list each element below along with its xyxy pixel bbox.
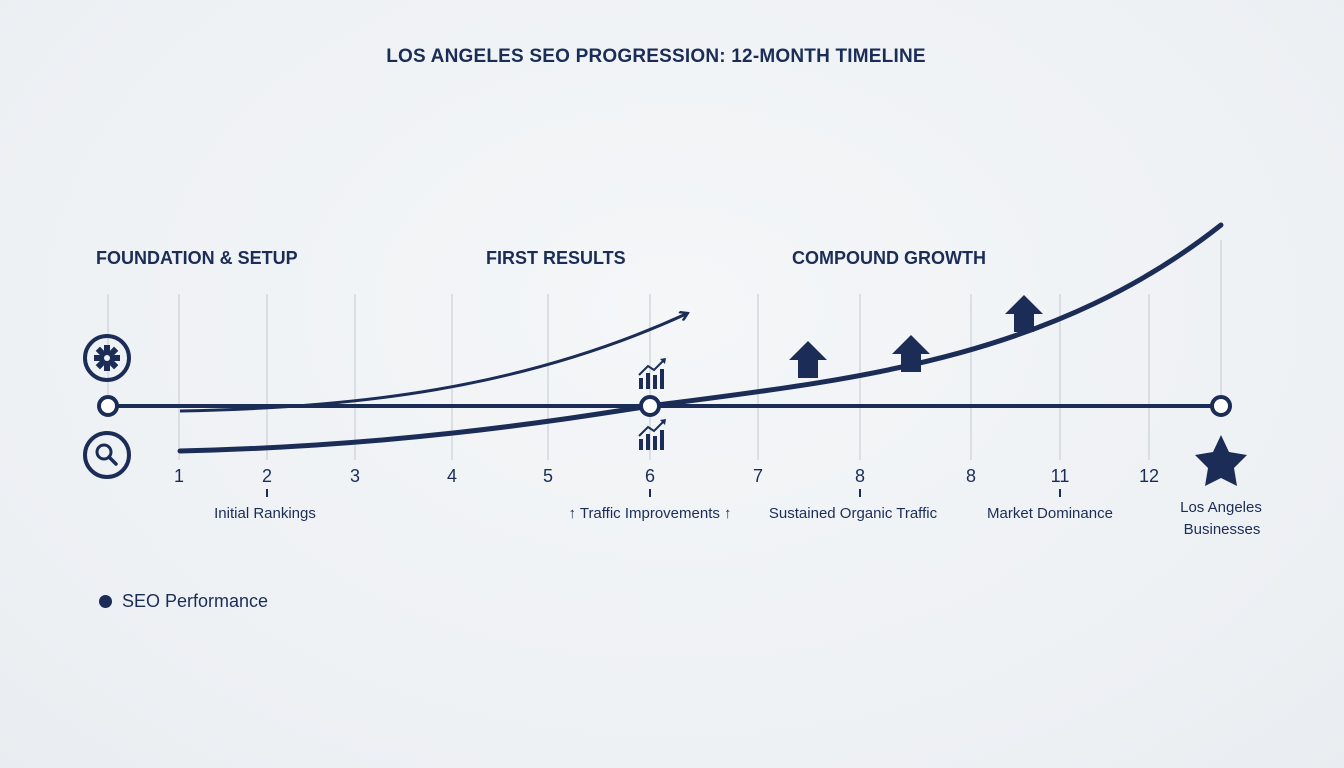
timeline-end-node xyxy=(1210,395,1232,417)
phase-compound-growth: COMPOUND GROWTH xyxy=(792,248,986,268)
phase-foundation-setup: FOUNDATION & SETUP xyxy=(96,248,298,268)
tick-label: 7 xyxy=(753,466,763,486)
tick-label: 4 xyxy=(447,466,457,486)
tick-label: 5 xyxy=(543,466,553,486)
legend: SEO Performance xyxy=(99,591,268,612)
timeline-start-node xyxy=(97,395,119,417)
tick-label: 6 xyxy=(645,466,655,486)
up-arrow-icon xyxy=(892,335,930,372)
legend-label: SEO Performance xyxy=(122,591,269,611)
milestone-labels: Initial Rankings ↑ Traffic Improvements … xyxy=(214,499,1262,538)
tick-label: 1 xyxy=(174,466,184,486)
star-icon xyxy=(1195,435,1247,486)
up-arrow-icon xyxy=(1005,295,1043,332)
tick-label: 3 xyxy=(350,466,360,486)
diagram-title: LOS ANGELES SEO PROGRESSION: 12-MONTH TI… xyxy=(386,46,926,67)
timeline-mid-node xyxy=(639,395,661,417)
milestone-tick-marks xyxy=(266,489,1061,497)
tick-label: 12 xyxy=(1139,466,1159,486)
grid-lines xyxy=(107,240,1222,460)
tick-label: 8 xyxy=(966,466,976,486)
tick-label: 2 xyxy=(262,466,272,486)
tick-labels: 1 2 3 4 5 6 7 8 8 11 12 xyxy=(174,466,1159,486)
milestone-traffic-improvements: ↑ Traffic Improvements ↑ xyxy=(568,505,731,522)
search-icon xyxy=(83,431,131,479)
endpoint-label-line2: Businesses xyxy=(1184,521,1261,538)
early-growth-curve xyxy=(179,314,686,413)
tick-label: 8 xyxy=(855,466,865,486)
bar-chart-growth-icon xyxy=(638,419,666,450)
seo-performance-curve xyxy=(177,222,1224,454)
milestone-market-dominance: Market Dominance xyxy=(987,505,1113,522)
endpoint-label-line1: Los Angeles xyxy=(1180,499,1262,516)
gear-icon xyxy=(83,334,131,382)
milestone-initial-rankings: Initial Rankings xyxy=(214,505,316,522)
legend-marker xyxy=(99,595,112,608)
bar-chart-growth-icon xyxy=(638,358,666,389)
up-arrow-icon xyxy=(789,341,827,378)
milestone-sustained-organic-traffic: Sustained Organic Traffic xyxy=(769,505,938,522)
tick-label: 11 xyxy=(1051,466,1070,486)
phase-first-results: FIRST RESULTS xyxy=(486,248,626,268)
